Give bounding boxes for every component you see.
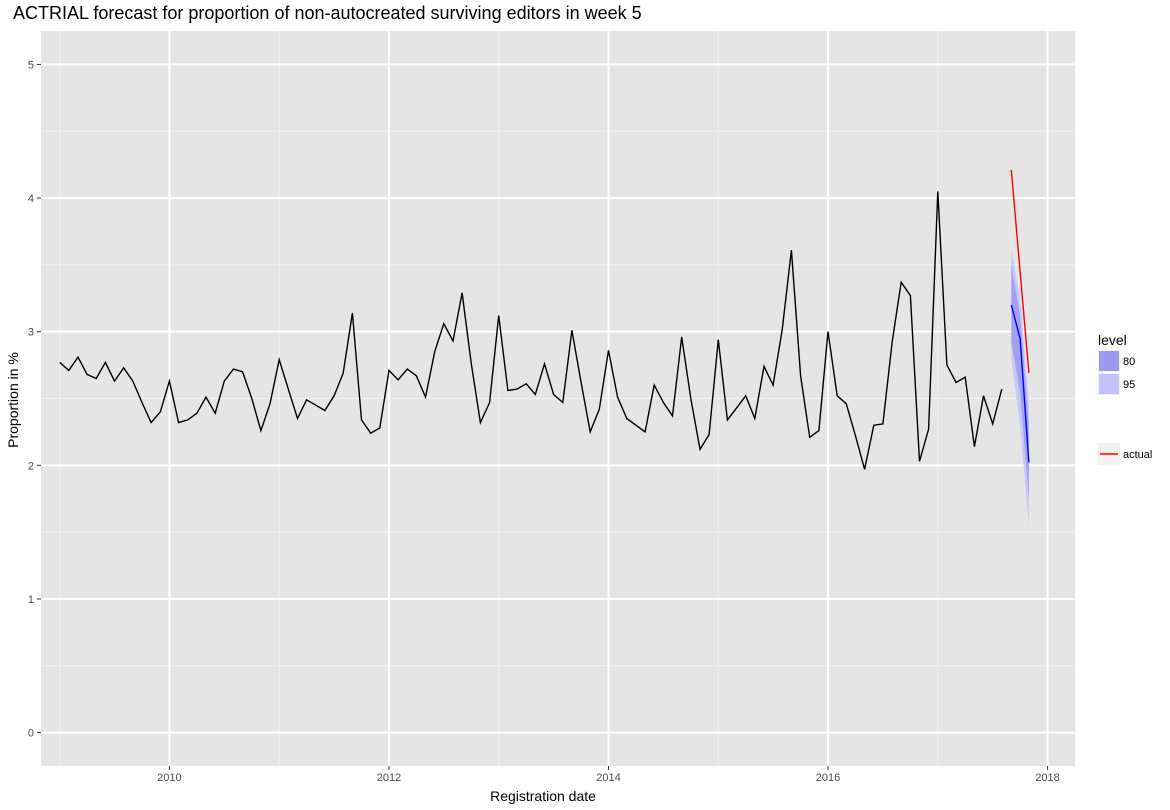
x-tick-label: 2018 [1035,772,1059,784]
series-actual-line [1010,169,1030,374]
chart-title: ACTRIAL forecast for proportion of non-a… [13,3,642,23]
historical-series-line [59,191,1003,470]
gridlines [41,31,1075,766]
y-axis: 0 1 2 3 4 5 [28,59,41,740]
x-axis: 2010 2012 2014 2016 2018 [157,766,1060,784]
legend-label-80: 80 [1123,356,1135,368]
y-tick-label: 3 [28,327,34,339]
legend-title: level [1098,332,1127,348]
x-tick-label: 2010 [157,772,181,784]
legend-label-actual: actual [1123,449,1152,461]
x-tick-label: 2014 [596,772,620,784]
y-axis-title: Proportion in % [5,352,21,448]
y-tick-label: 0 [28,728,34,740]
series-lines [59,169,1030,470]
x-tick-label: 2016 [816,772,840,784]
y-tick-label: 2 [28,460,34,472]
x-tick-label: 2012 [377,772,401,784]
y-tick-label: 4 [28,193,34,205]
legend-swatch-95 [1099,374,1119,394]
legend-label-95: 95 [1123,379,1135,391]
legend-swatch-80 [1099,351,1119,371]
forecast-mean-line [1010,304,1030,463]
x-axis-title: Registration date [490,788,596,804]
y-tick-label: 1 [28,594,34,606]
y-tick-label: 5 [28,59,34,71]
legend: level 80 95 actual [1098,332,1152,465]
